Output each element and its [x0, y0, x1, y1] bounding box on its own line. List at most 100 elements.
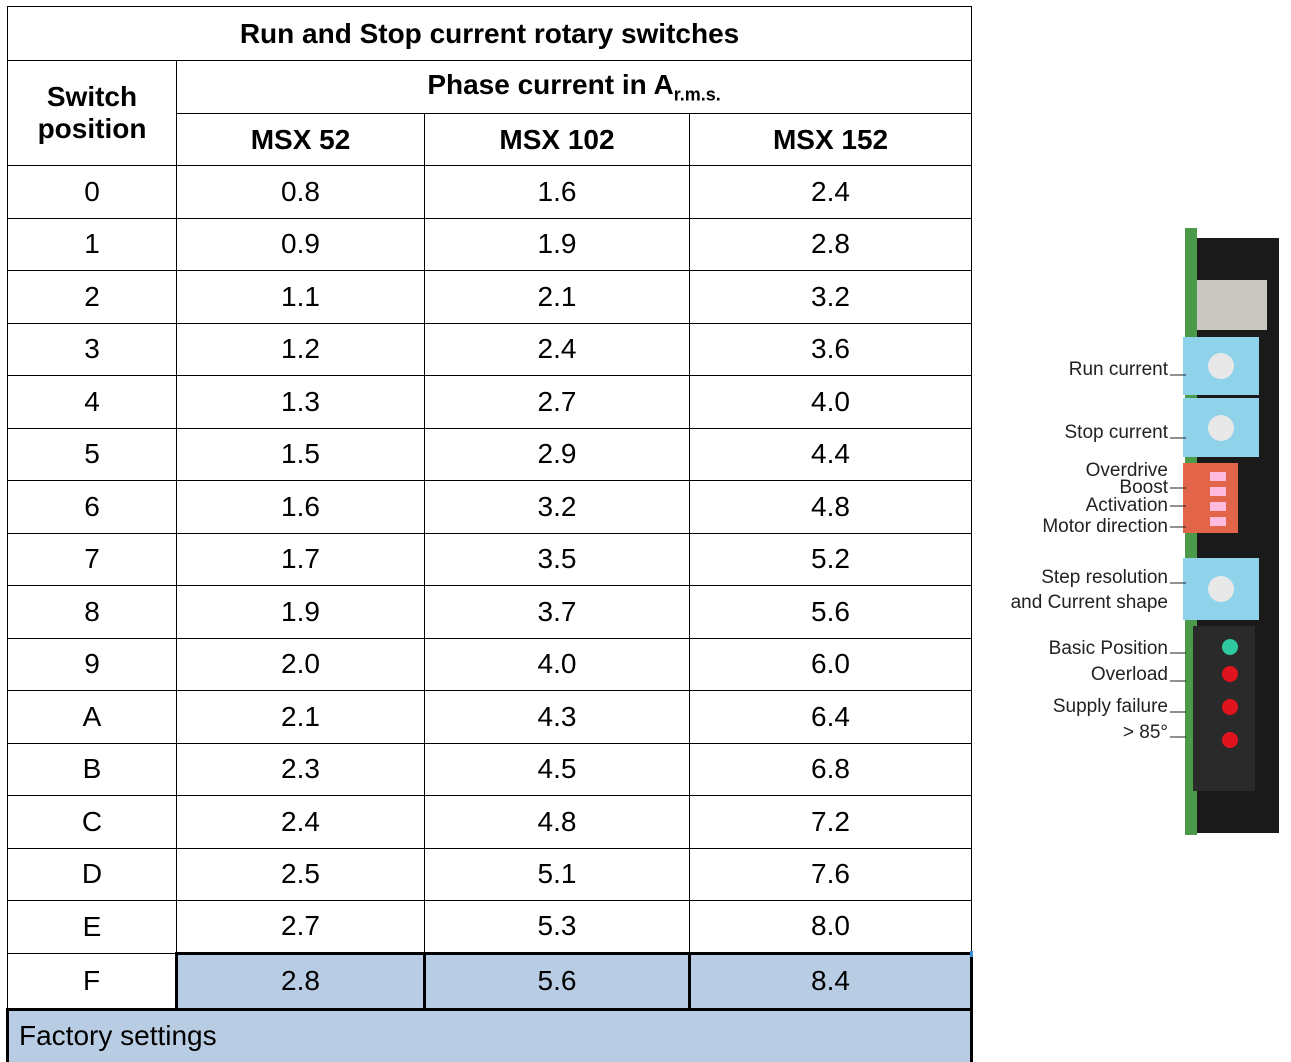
table-row: B 2.3 4.5 6.8	[7, 742, 973, 796]
table-cell: 7.2	[688, 795, 973, 849]
dip	[1210, 472, 1226, 481]
table-cell: 3.7	[424, 585, 690, 639]
connector	[1197, 280, 1267, 330]
table-cell: 3	[7, 322, 177, 376]
table-cell: 2.1	[424, 270, 690, 324]
table-cell: 2.9	[424, 427, 690, 481]
table-row: 5 1.5 2.9 4.4	[7, 427, 973, 481]
table-cell: A	[7, 690, 177, 744]
model-header: MSX 152	[688, 113, 973, 166]
table-cell: D	[7, 847, 177, 901]
phase-sub: r.m.s.	[673, 84, 721, 105]
table-cell: 1.6	[424, 165, 690, 219]
device-label: Boost	[1119, 477, 1168, 498]
stop-knob	[1208, 415, 1234, 441]
model-header: MSX 102	[424, 113, 690, 166]
table-cell: 2.7	[176, 900, 425, 954]
device-label: > 85°	[1123, 722, 1168, 743]
table-cell: 5.1	[424, 847, 690, 901]
table-cell: 2.7	[424, 375, 690, 429]
table-cell: E	[7, 900, 177, 954]
table-cell: 5.6	[423, 951, 691, 1011]
table-title: Run and Stop current rotary switches	[6, 6, 973, 61]
dip	[1210, 502, 1226, 511]
switch-header: Switch position	[7, 60, 177, 166]
table-cell: 4.4	[688, 427, 973, 481]
footer-row: Factory settings	[5, 1007, 974, 1062]
led-green	[1222, 639, 1238, 655]
table-cell: 1.9	[176, 585, 425, 639]
dip	[1210, 517, 1226, 526]
table-cell: 5.2	[688, 532, 973, 586]
table-cell: 8.4	[687, 951, 974, 1011]
device-label: and Current shape	[1011, 592, 1168, 613]
table-cell: 6	[7, 480, 177, 534]
table-row: 2 1.1 2.1 3.2	[7, 270, 973, 324]
table-row: 3 1.2 2.4 3.6	[7, 322, 973, 376]
table-cell: 5.6	[688, 585, 973, 639]
table-cell: 7.6	[688, 847, 973, 901]
table-cell: 4.8	[688, 480, 973, 534]
led-red	[1222, 699, 1238, 715]
table-cell: 8.0	[688, 900, 973, 954]
step-knob	[1208, 576, 1234, 602]
table-row: 7 1.7 3.5 5.2	[7, 532, 973, 586]
table-row: E 2.7 5.3 8.0	[7, 900, 973, 954]
table-cell: 2.0	[176, 637, 425, 691]
table-row: F 2.8 5.6 8.4	[7, 951, 974, 1011]
device-label: Supply failure	[1053, 696, 1168, 717]
table-cell: 1.2	[176, 322, 425, 376]
table-cell: 2.3	[176, 742, 425, 796]
model-header: MSX 52	[176, 113, 425, 166]
led-red	[1222, 732, 1238, 748]
table-cell: 7	[7, 532, 177, 586]
device-label: Activation	[1086, 495, 1168, 516]
table-cell: 3.5	[424, 532, 690, 586]
device-label: Overload	[1091, 664, 1168, 685]
phase-header: Phase current in Ar.m.s.	[175, 60, 973, 114]
table-cell: 4.0	[424, 637, 690, 691]
table-cell: 2.8	[175, 951, 426, 1011]
table-cell: 2.5	[176, 847, 425, 901]
table-cell: 5	[7, 427, 177, 481]
table-cell: 6.8	[688, 742, 973, 796]
table-cell: 1.9	[424, 217, 690, 271]
run-knob	[1208, 353, 1234, 379]
table-cell: 3.2	[688, 270, 973, 324]
table-cell: 2.4	[424, 322, 690, 376]
table-cell: 2	[7, 270, 177, 324]
table-cell: C	[7, 795, 177, 849]
table-row: D 2.5 5.1 7.6	[7, 847, 973, 901]
table-cell: 1.5	[176, 427, 425, 481]
labels: Run current Stop current OverdriveBoostAct…	[1011, 359, 1186, 743]
table-row: 6 1.6 3.2 4.8	[7, 480, 973, 534]
current-table: Run and Stop current rotary switches Swi…	[5, 6, 974, 1062]
dip	[1210, 487, 1226, 496]
table-cell: F	[7, 952, 177, 1010]
table-row: 0 0.8 1.6 2.4	[7, 165, 973, 219]
table-cell: 3.2	[424, 480, 690, 534]
device-label: Motor direction	[1042, 516, 1168, 537]
footer-cell: Factory settings	[5, 1007, 974, 1062]
table-cell: 9	[7, 637, 177, 691]
device-label: Overdrive	[1086, 460, 1168, 481]
table-cell: 2.4	[176, 795, 425, 849]
device-label: Step resolution	[1041, 567, 1168, 588]
table-row: 4 1.3 2.7 4.0	[7, 375, 973, 429]
device-label: Stop current	[1065, 422, 1169, 443]
table-row: 8 1.9 3.7 5.6	[7, 585, 973, 639]
table-cell: 6.4	[688, 690, 973, 744]
table-cell: 1.3	[176, 375, 425, 429]
device-label: Basic Position	[1049, 638, 1168, 659]
marker	[970, 951, 973, 957]
table-cell: B	[7, 742, 177, 796]
table-cell: 0.8	[176, 165, 425, 219]
phase-text: Phase current in A	[427, 68, 674, 100]
device-label: Run current	[1069, 359, 1169, 380]
led-red	[1222, 666, 1238, 682]
table-cell: 1	[7, 217, 177, 271]
table-cell: 1.1	[176, 270, 425, 324]
table-cell: 4.5	[424, 742, 690, 796]
